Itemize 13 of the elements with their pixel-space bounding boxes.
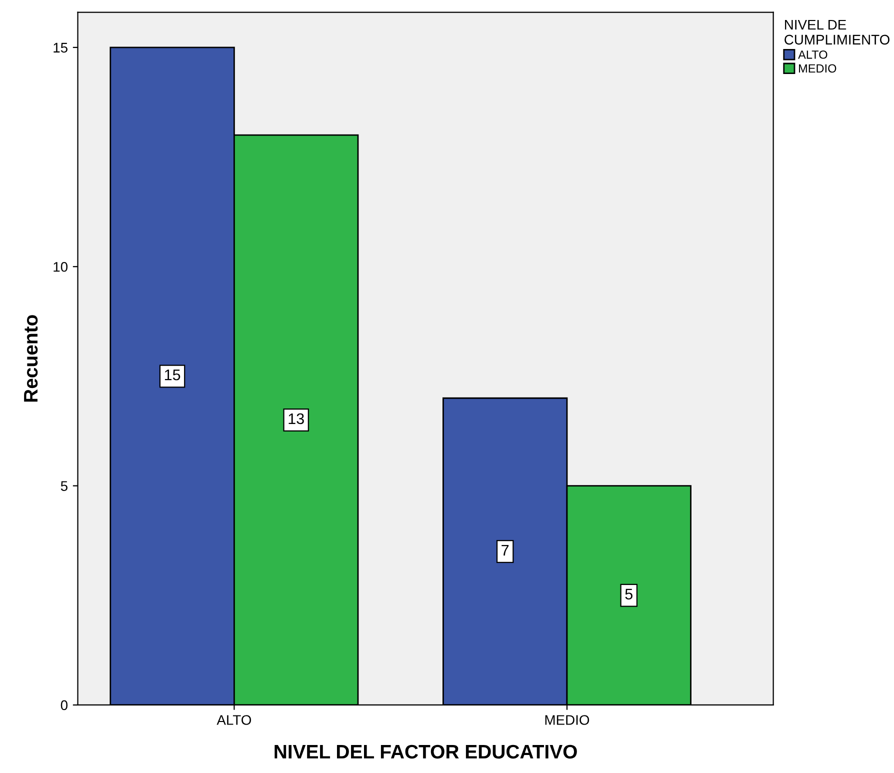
data-label: 7 (502, 544, 509, 556)
y-tick-label: 10 (54, 262, 68, 272)
data-label: 15 (164, 370, 180, 380)
y-tick-label: 15 (54, 42, 68, 53)
y-tick-label: 0 (60, 700, 68, 710)
data-label: 13 (288, 413, 304, 424)
data-label: 5 (625, 588, 632, 600)
y-axis-title: Recuento (24, 315, 38, 402)
legend-label: ALTO (798, 50, 828, 59)
legend-title: NIVEL DE CUMPLIMIENTO (784, 20, 890, 45)
x-axis-title: NIVEL DEL FACTOR EDUCATIVO (274, 744, 577, 759)
legend-label: MEDIO (799, 64, 836, 73)
y-tick-label: 5 (60, 481, 68, 491)
